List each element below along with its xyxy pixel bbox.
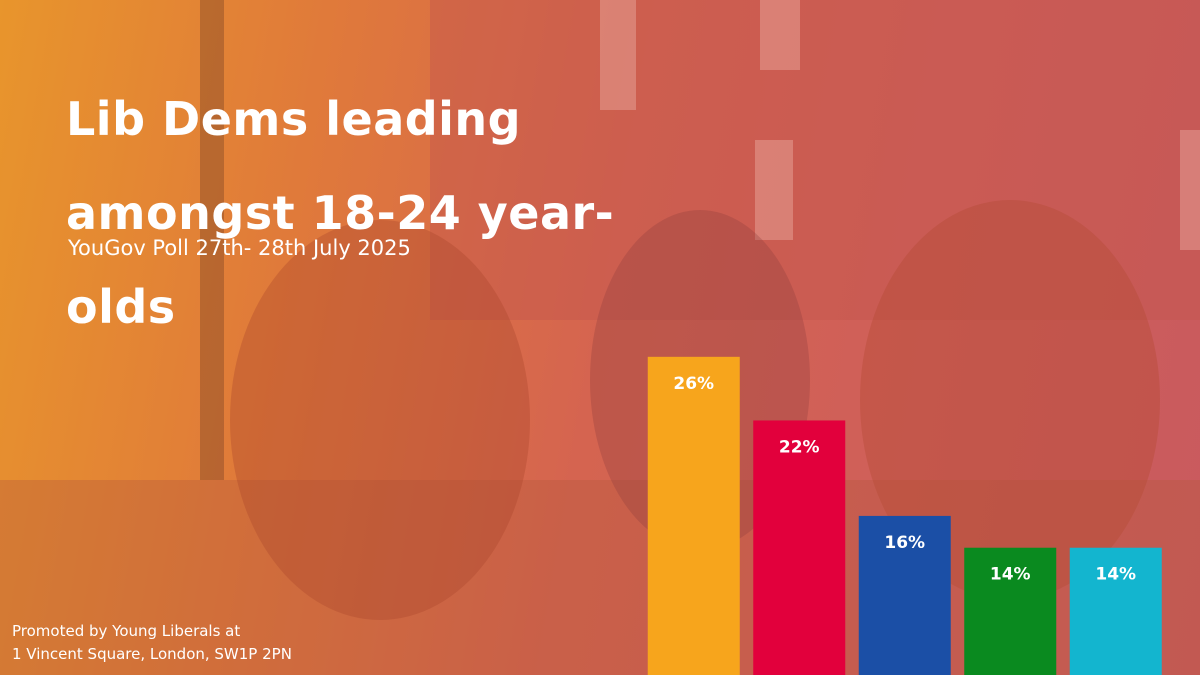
chart-title: Lib Dems leading amongst 18-24 year-olds xyxy=(66,92,615,334)
value-label: 14% xyxy=(990,565,1031,585)
footer-line: 1 Vincent Square, London, SW1P 2PN xyxy=(12,645,292,663)
footer-line: Promoted by Young Liberals at xyxy=(12,622,241,640)
bar xyxy=(753,420,846,675)
value-label: 22% xyxy=(779,437,820,457)
bar xyxy=(858,515,951,675)
bar xyxy=(1069,547,1162,675)
bar xyxy=(647,356,740,675)
value-label: 26% xyxy=(673,374,714,394)
value-label: 14% xyxy=(1095,565,1136,585)
bar xyxy=(964,547,1057,675)
footer: Promoted by Young Liberals at 1 Vincent … xyxy=(12,620,292,666)
value-label: 16% xyxy=(884,533,925,553)
chart-subtitle: YouGov Poll 27th- 28th July 2025 xyxy=(68,236,411,260)
